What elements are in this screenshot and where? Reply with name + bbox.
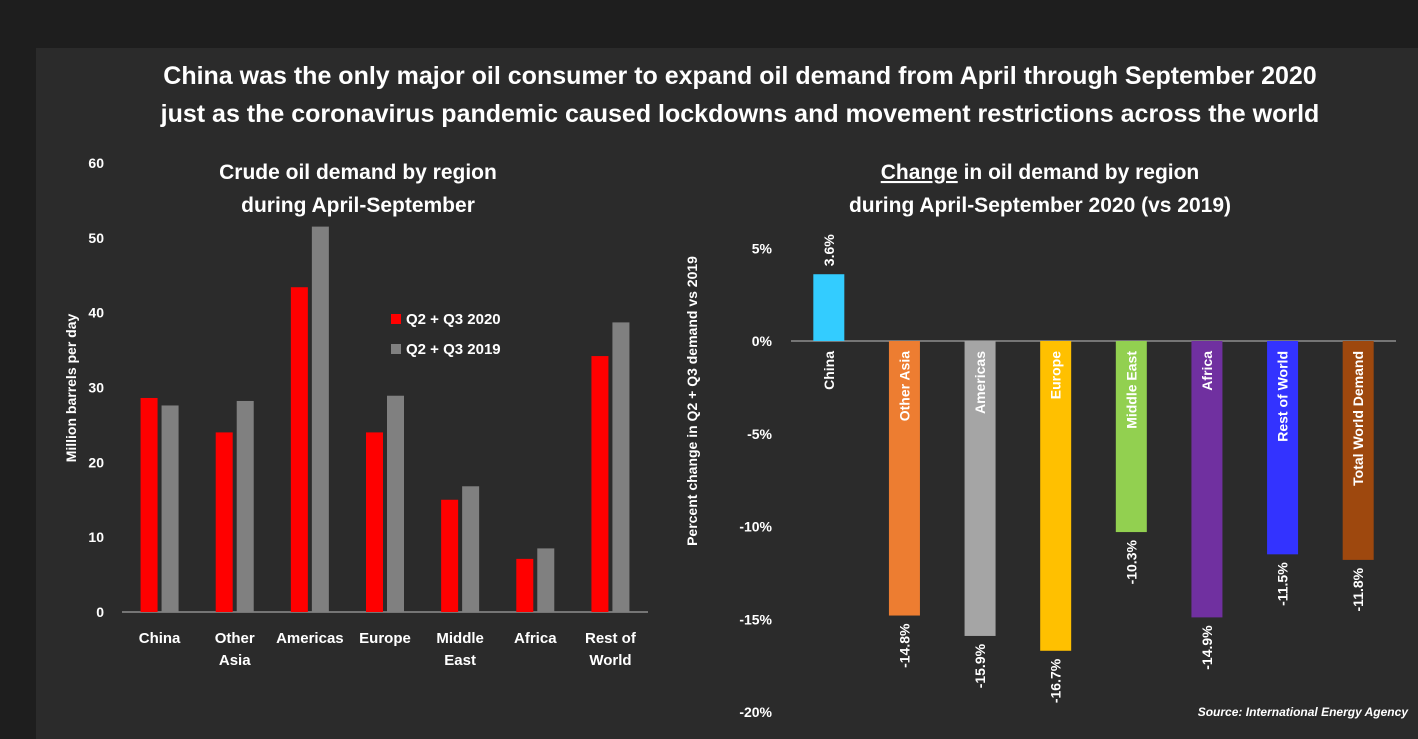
x-tick-label: Europe: [359, 630, 411, 647]
y-tick-label: -20%: [739, 704, 772, 720]
bar-change: [964, 341, 996, 636]
right-chart-title-line: Change in oil demand by region: [881, 161, 1200, 184]
main-title-line-1: China was the only major oil consumer to…: [163, 62, 1317, 90]
y-tick-label: 50: [88, 230, 104, 246]
legend-swatch: [391, 344, 401, 354]
bar-change: [1040, 341, 1072, 651]
chart-panel: [36, 48, 1418, 739]
value-label: -10.3%: [1123, 540, 1139, 585]
y-tick-label: 60: [88, 155, 104, 171]
x-tick-label: East: [444, 652, 476, 669]
x-tick-label: Africa: [514, 630, 557, 647]
bar-2019: [612, 322, 630, 612]
x-tick-label: World: [589, 652, 631, 669]
y-tick-label: 10: [88, 529, 104, 545]
category-label: Europe: [1048, 351, 1064, 399]
left-bar-chart: Crude oil demand by region during April-S…: [63, 155, 648, 669]
y-tick-label: -5%: [747, 426, 772, 442]
bar-2019: [462, 486, 480, 612]
right-chart-title-rest: in oil demand by region: [958, 161, 1200, 184]
bar-2019: [236, 400, 254, 612]
main-title-line-2: just as the coronavirus pandemic caused …: [160, 100, 1320, 128]
bar-2020: [140, 397, 158, 612]
y-tick-label: 20: [88, 454, 104, 470]
value-label: -15.9%: [972, 643, 988, 688]
category-label: Middle East: [1123, 351, 1139, 429]
y-tick-label: 30: [88, 380, 104, 396]
value-label: -11.8%: [1350, 567, 1366, 611]
source-note: Source: International Energy Agency: [1197, 705, 1408, 719]
category-label: Other Asia: [896, 351, 912, 421]
category-label: Rest of World: [1275, 351, 1291, 442]
bar-2019: [161, 405, 179, 612]
y-axis-label: Million barrels per day: [63, 313, 79, 462]
value-label: -11.5%: [1275, 562, 1291, 606]
bar-change: [1191, 341, 1223, 618]
category-label: Africa: [1199, 351, 1215, 391]
y-tick-label: 40: [88, 305, 104, 321]
bar-change: [1267, 341, 1299, 555]
legend-entry: Q2 + Q3 2020: [406, 311, 501, 328]
x-tick-label: Middle: [436, 630, 484, 647]
x-tick-label: Asia: [219, 652, 251, 669]
bar-2019: [387, 395, 404, 612]
y-axis-label: Percent change in Q2 + Q3 demand vs 2019: [684, 256, 700, 546]
x-tick-label: Other: [215, 630, 255, 647]
bar-change: [1342, 341, 1374, 560]
right-chart-title-line: during April-September 2020 (vs 2019): [849, 194, 1231, 217]
bar-change: [1115, 341, 1147, 533]
left-chart-title-line: during April-September: [241, 194, 475, 217]
bar-change: [813, 274, 845, 341]
x-tick-label: Rest of: [585, 630, 637, 647]
bar-change: [888, 341, 920, 616]
x-tick-label: China: [139, 630, 181, 647]
value-label: -16.7%: [1048, 658, 1064, 703]
category-label: China: [821, 351, 837, 390]
value-label: -14.8%: [896, 623, 912, 668]
legend-entry: Q2 + Q3 2019: [406, 341, 501, 358]
y-tick-label: -15%: [739, 611, 772, 627]
legend-swatch: [391, 314, 401, 324]
right-chart-title-underlined: Change: [881, 161, 958, 184]
y-tick-label: -10%: [739, 519, 772, 535]
bar-2020: [215, 432, 233, 612]
y-tick-label: 0%: [752, 333, 773, 349]
bar-2020: [516, 558, 534, 612]
bar-2020: [290, 287, 308, 612]
bar-2019: [311, 226, 329, 612]
category-label: Total World Demand: [1350, 351, 1366, 486]
bar-2019: [537, 548, 555, 612]
value-label: -14.9%: [1199, 625, 1215, 670]
value-label: 3.6%: [821, 234, 837, 266]
bar-2020: [441, 499, 459, 612]
right-bar-chart: Change in oil demand by region during Apr…: [684, 161, 1396, 720]
x-tick-label: Americas: [276, 630, 344, 647]
bar-2020: [366, 432, 383, 612]
y-tick-label: 0: [96, 604, 104, 620]
bar-2020: [591, 356, 609, 612]
y-tick-label: 5%: [752, 240, 773, 256]
category-label: Americas: [972, 351, 988, 414]
left-chart-title-line: Crude oil demand by region: [219, 161, 497, 184]
